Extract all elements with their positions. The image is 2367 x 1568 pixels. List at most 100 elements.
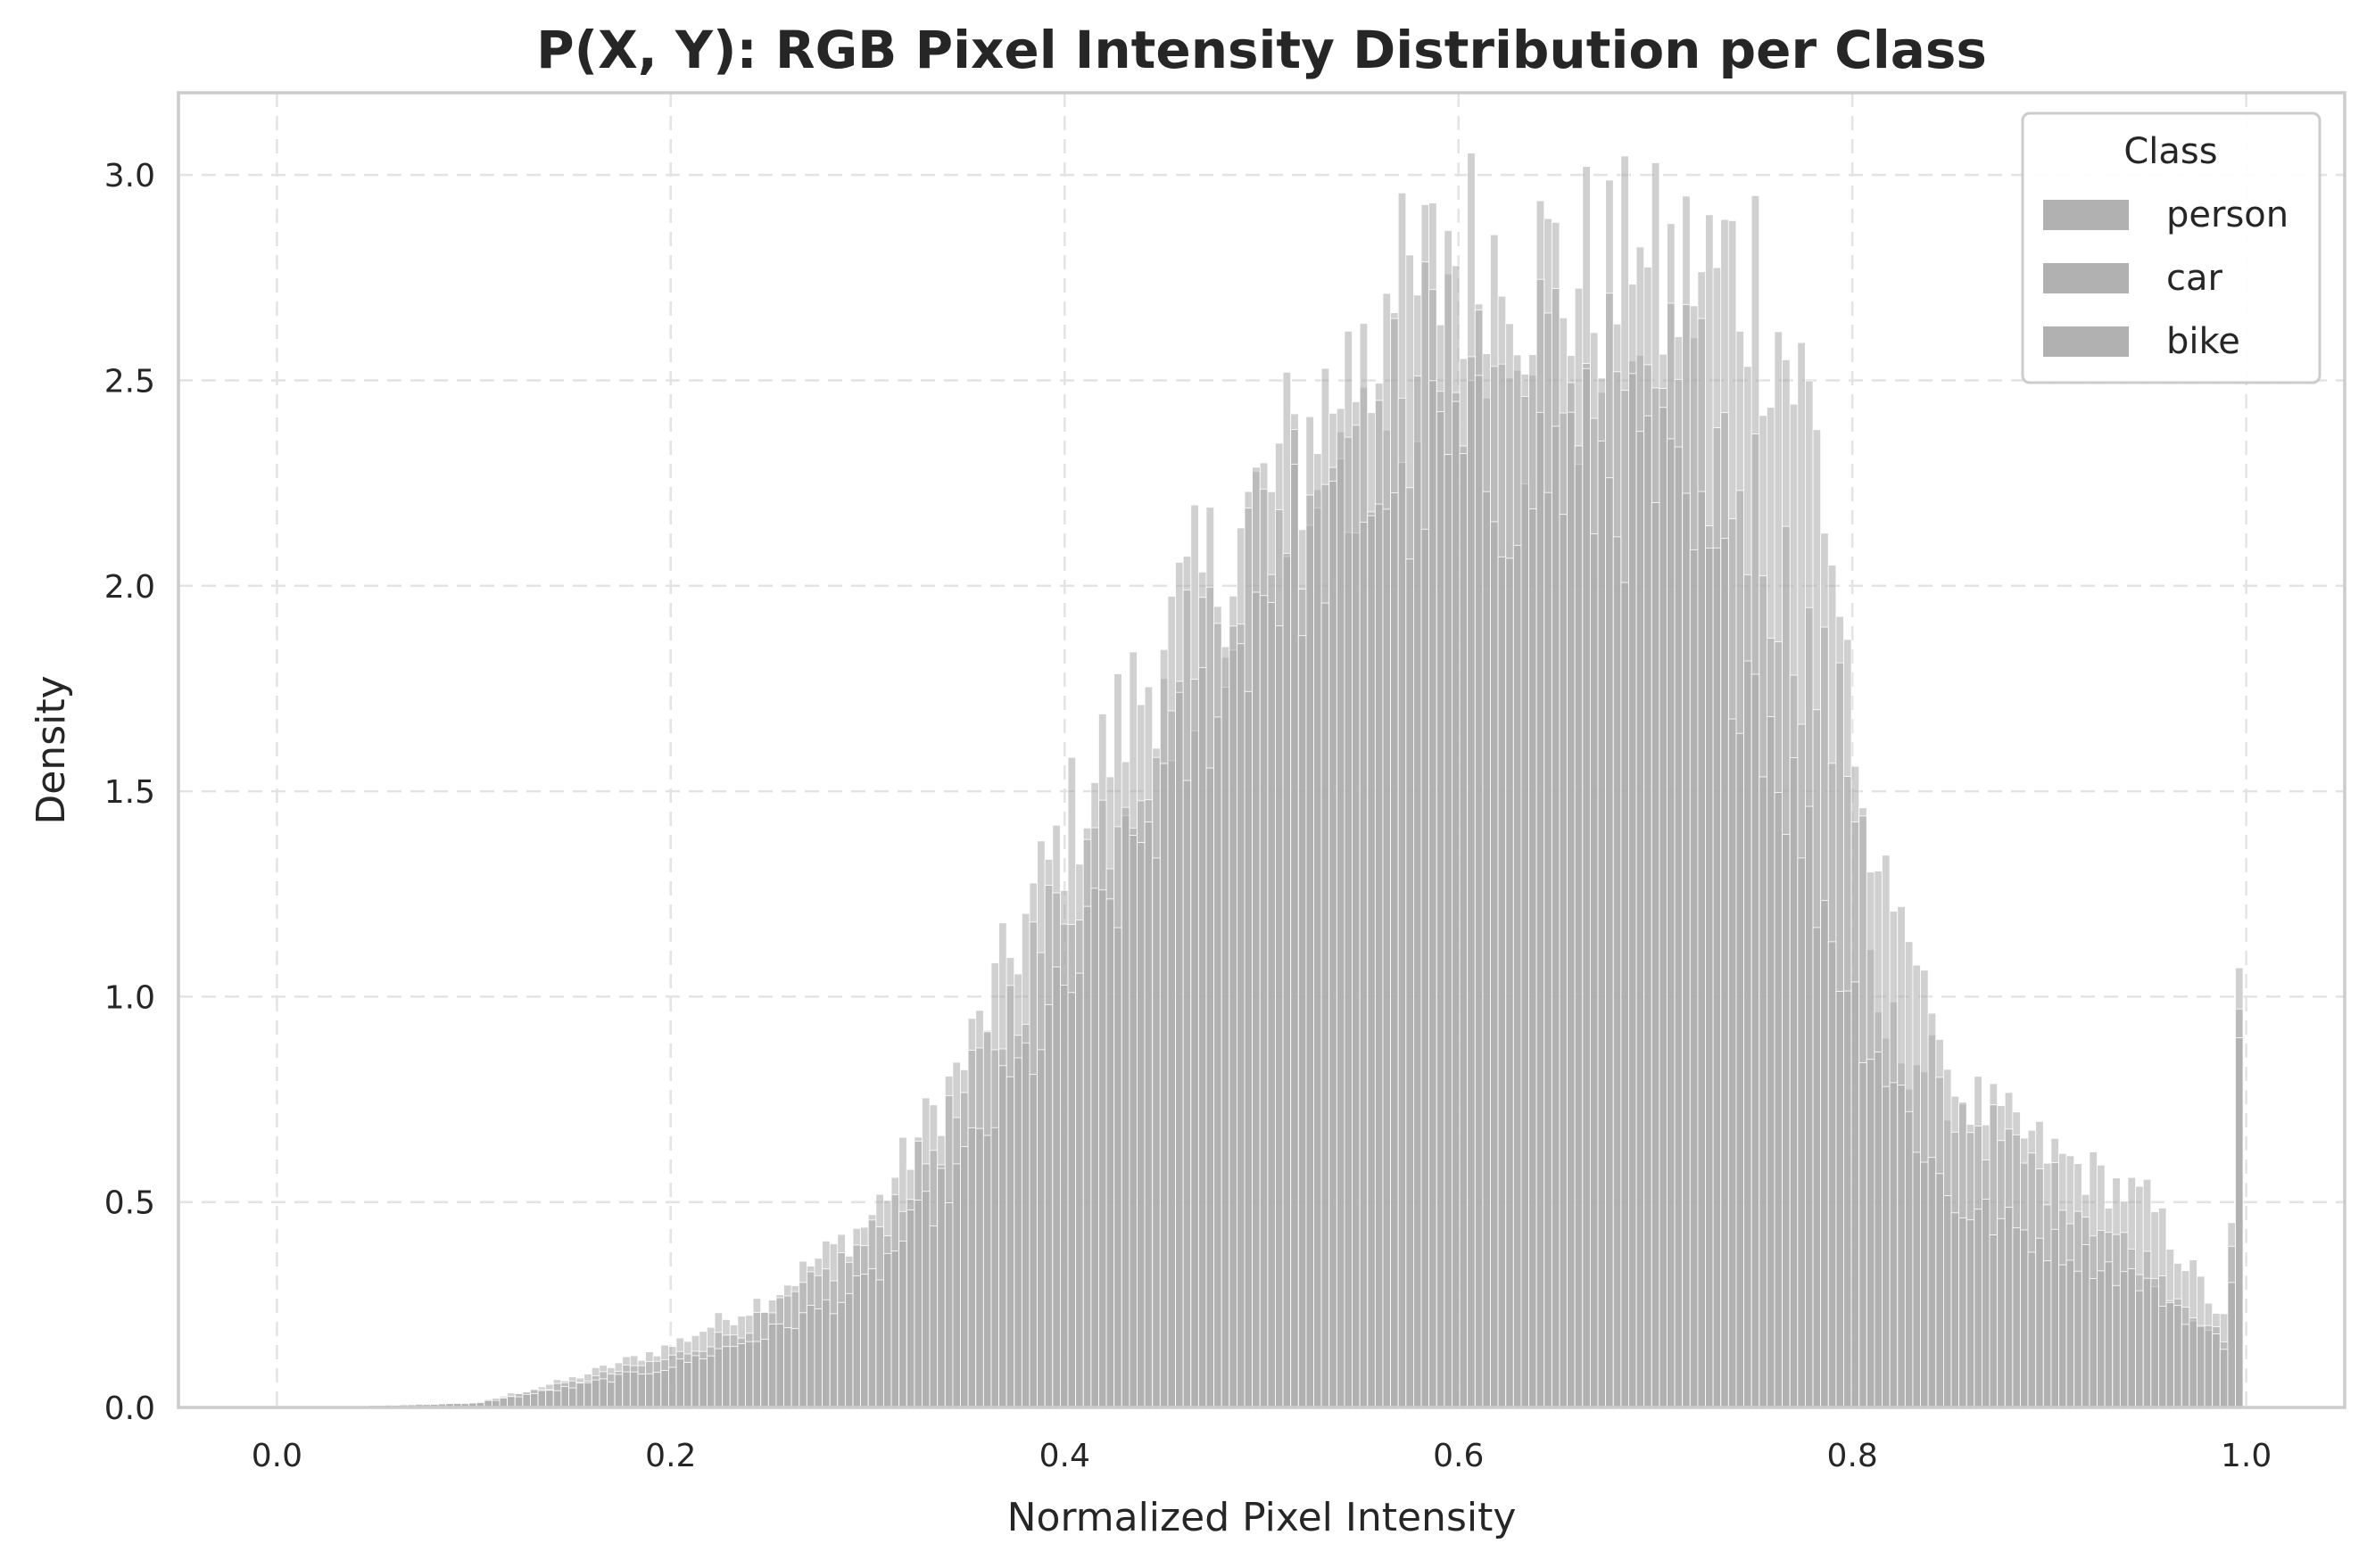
histogram-bar — [1275, 626, 1283, 1407]
histogram-bar — [546, 1391, 554, 1407]
histogram-bar — [1936, 1174, 1944, 1407]
histogram-bar — [1337, 409, 1345, 1407]
histogram-bar — [1913, 1152, 1921, 1407]
histogram-bar — [1060, 985, 1068, 1407]
histogram-bar — [1452, 401, 1460, 1407]
histogram-bar — [2036, 1238, 2044, 1407]
histogram-bar — [1828, 942, 1836, 1407]
histogram-bar — [623, 1372, 631, 1407]
histogram-bar — [1959, 1218, 1967, 1407]
histogram-bar — [1821, 901, 1829, 1407]
histogram-bar — [1221, 647, 1229, 1407]
legend-title: Class — [2123, 131, 2217, 172]
y-tick-label: 2.5 — [104, 363, 155, 400]
histogram-bar — [2066, 1260, 2074, 1407]
histogram-bar — [768, 1325, 776, 1407]
histogram-bar — [2205, 1325, 2213, 1407]
histogram-bar — [1851, 982, 1859, 1407]
histogram-bar — [515, 1397, 523, 1407]
histogram-bar — [1883, 1086, 1891, 1407]
histogram-bar — [568, 1388, 576, 1407]
x-tick-label: 1.0 — [2221, 1438, 2272, 1474]
histogram-bar — [1636, 432, 1644, 1407]
histogram-bar — [1283, 553, 1291, 1407]
histogram-bar — [723, 1347, 731, 1407]
histogram-bar — [853, 1275, 861, 1407]
histogram-bar — [1106, 899, 1114, 1407]
histogram-bar — [1744, 661, 1752, 1407]
histogram-bar — [1951, 1213, 1959, 1407]
histogram-bar — [776, 1324, 784, 1407]
x-tick-label: 0.6 — [1433, 1438, 1484, 1474]
histogram-bar — [1098, 890, 1106, 1407]
y-tick-label: 0.0 — [104, 1391, 155, 1427]
histogram-bar — [1506, 558, 1514, 1407]
y-tick-label: 2.0 — [104, 569, 155, 606]
histogram-bar — [2197, 1325, 2205, 1407]
histogram-bar — [1091, 888, 1099, 1407]
histogram-bar — [961, 1147, 969, 1407]
histogram-bar — [2181, 1325, 2189, 1407]
histogram-bar — [799, 1313, 807, 1407]
histogram-bar — [1928, 1158, 1936, 1407]
histogram-bar — [1245, 691, 1253, 1407]
histogram-bar — [1444, 455, 1452, 1407]
histogram-bar — [1298, 636, 1306, 1407]
histogram-bar — [1391, 493, 1399, 1407]
chart-title: P(X, Y): RGB Pixel Intensity Distributio… — [536, 20, 1987, 80]
histogram-bar — [1859, 1063, 1867, 1407]
histogram-bar — [1706, 548, 1714, 1407]
histogram-bar — [1767, 716, 1775, 1407]
histogram-bar — [1030, 1074, 1038, 1407]
histogram-bar — [861, 1275, 869, 1407]
histogram-bar — [1836, 992, 1844, 1407]
histogram-bar — [1575, 446, 1583, 1407]
histogram-bar — [1360, 522, 1368, 1407]
histogram-bar — [1805, 806, 1813, 1407]
histogram-bar — [1191, 680, 1199, 1407]
histogram-bar — [1651, 502, 1659, 1407]
y-tick-label: 1.5 — [104, 774, 155, 811]
legend-label-car: car — [2166, 258, 2223, 299]
histogram-bar — [1153, 858, 1161, 1407]
histogram-bar — [630, 1372, 638, 1407]
histogram-bar — [2020, 1230, 2028, 1407]
histogram-bar — [1214, 717, 1222, 1407]
legend-swatch-car — [2043, 263, 2129, 293]
histogram-bar — [1798, 858, 1806, 1407]
histogram-bar — [906, 1209, 915, 1407]
histogram-bar — [538, 1391, 546, 1407]
histogram-bar — [1598, 441, 1606, 1407]
histogram-bar — [953, 1164, 961, 1407]
histogram-bar — [1253, 592, 1261, 1407]
x-axis-label: Normalized Pixel Intensity — [1007, 1495, 1517, 1540]
histogram-bar — [1068, 993, 1076, 1407]
histogram-bar — [2120, 1272, 2128, 1407]
histogram-bar — [1783, 834, 1791, 1407]
histogram-bar — [1583, 368, 1591, 1407]
histogram-bar — [2074, 1271, 2082, 1407]
histogram-bar — [2236, 1037, 2244, 1407]
histogram-bar — [730, 1347, 738, 1407]
histogram-bar — [1759, 777, 1767, 1407]
histogram-bar — [2043, 1260, 2051, 1407]
histogram-bar — [784, 1328, 792, 1407]
histogram-bar — [684, 1362, 692, 1407]
histogram-bar — [1921, 1162, 1929, 1407]
histogram-bar — [876, 1280, 884, 1407]
histogram-bar — [592, 1380, 600, 1407]
histogram-bar — [891, 1251, 899, 1407]
histogram-bar — [1560, 515, 1568, 1407]
histogram-bar — [1114, 928, 1122, 1407]
histogram-bar — [553, 1391, 561, 1407]
histogram-bar — [1667, 439, 1675, 1407]
histogram-bar — [2220, 1349, 2228, 1407]
legend-swatch-bike — [2043, 326, 2129, 357]
histogram-bar — [1313, 454, 1321, 1407]
histogram-bar — [1406, 559, 1414, 1407]
histogram-bar — [2028, 1252, 2036, 1407]
histogram-bar — [2143, 1278, 2151, 1407]
histogram-bar — [1168, 711, 1176, 1407]
histogram-bar — [1398, 398, 1406, 1407]
